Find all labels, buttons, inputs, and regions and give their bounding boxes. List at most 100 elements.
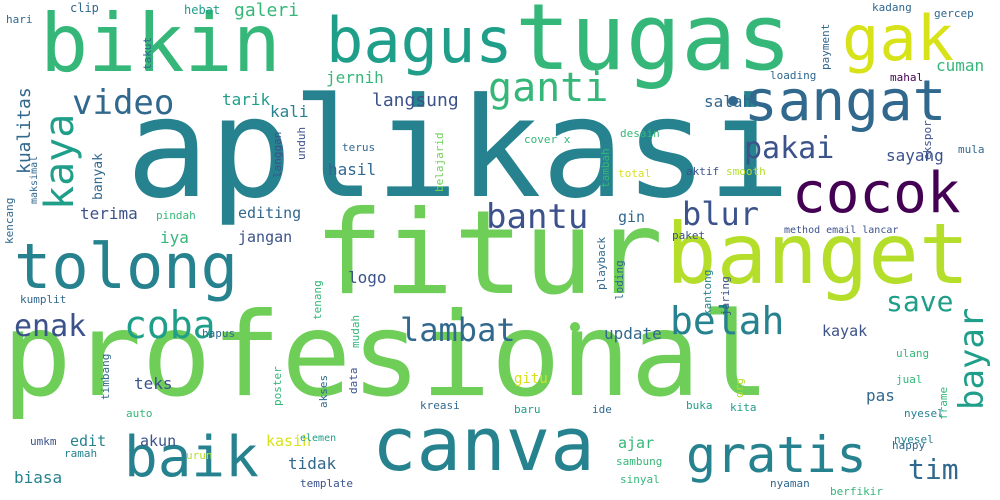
word-aplikasi: aplikasi <box>126 68 791 229</box>
word-langgan: langgan <box>271 131 284 178</box>
word-editing: editing <box>238 204 302 222</box>
word-tarik: tarik <box>222 90 271 109</box>
word-nyaman: nyaman <box>770 477 810 490</box>
word-nyesel-dup: nyesel <box>894 433 934 446</box>
word-template: template <box>300 477 353 490</box>
word-hebat: hebat <box>184 3 221 17</box>
word-tim: tim <box>908 453 959 486</box>
word-tenang: tenang <box>311 280 324 320</box>
word-cover-x: cover x <box>524 133 571 146</box>
word-baik: baik <box>124 425 259 490</box>
word-ekspor: ekspor <box>921 120 934 160</box>
word-banyak: banyak <box>91 153 106 200</box>
word-maksimal: maksimal <box>29 155 40 204</box>
word-teks: teks <box>134 374 173 393</box>
word-tidak: tidak <box>288 454 337 473</box>
word-auto: auto <box>126 407 153 420</box>
word-data: data <box>347 367 360 395</box>
word-jernih: jernih <box>326 68 384 87</box>
word-kali: kali <box>270 102 309 121</box>
word-tugas: tugas <box>515 0 792 91</box>
word-lambat: lambat <box>400 311 516 349</box>
word-cocok: cocok <box>792 161 961 226</box>
word-bantu: bantu <box>486 197 589 237</box>
word-urun: urun <box>186 449 213 462</box>
word-hasil: hasil <box>328 160 377 179</box>
word-mula: mula <box>958 143 985 156</box>
word-edit: edit <box>70 432 107 450</box>
dot-2 <box>570 322 580 332</box>
word-playback: playback <box>595 237 608 290</box>
word-ulang: ulang <box>896 347 930 360</box>
word-payment: payment <box>819 23 832 70</box>
word-cuman: cuman <box>936 56 985 75</box>
word-ajar: ajar <box>618 434 655 452</box>
word-pakai: pakai <box>744 131 835 166</box>
word-method-email-lancar: method email lancar <box>784 225 899 236</box>
word-loading: loading <box>770 69 817 82</box>
word-poster: poster <box>271 366 284 406</box>
word-tolong: tolong <box>14 230 238 303</box>
word-kayak: kayak <box>822 322 868 340</box>
word-jual: jual <box>896 373 923 386</box>
word-pas: pas <box>866 386 895 405</box>
word-sayang: sayang <box>886 146 944 165</box>
word-aktif: aktif <box>686 165 720 178</box>
word-tambah: tambah <box>599 148 612 188</box>
word-akses: akses <box>317 374 330 408</box>
word-mudah: mudah <box>349 314 362 348</box>
word-bayar: bayar <box>952 307 992 410</box>
word-pindah: pindah <box>156 209 196 222</box>
word-desain: desain <box>620 127 660 140</box>
word-belajarid: belajarid <box>433 132 446 192</box>
word-terima: terima <box>80 204 138 223</box>
word-ganti: ganti <box>488 65 609 111</box>
word-gitu: gitu <box>514 371 548 387</box>
word-enak: enak <box>14 309 87 344</box>
word-hapus: hapus <box>202 327 236 340</box>
word-biasa: biasa <box>14 468 63 487</box>
word-kantong: kantong <box>701 269 714 316</box>
word-gin: gin <box>618 208 646 226</box>
word-logo: logo <box>348 268 387 287</box>
word-elemen: elemen <box>300 433 337 444</box>
word-video: video <box>72 83 175 123</box>
word-save: save <box>886 285 954 318</box>
word-mahal: gercep <box>934 7 974 20</box>
word-timbang: timbang <box>99 353 112 400</box>
word-langsung: langsung <box>372 90 459 111</box>
word-gak: gak <box>842 2 954 75</box>
word-sinyal: sinyal <box>620 473 660 486</box>
word-terus: terus <box>342 141 376 154</box>
word-unduh: unduh <box>295 126 308 160</box>
word-fitur: fitur <box>314 186 664 321</box>
dot-1 <box>728 96 738 106</box>
word-baru: baru <box>514 403 541 416</box>
word-org: org <box>733 378 746 398</box>
word-total: total <box>618 167 652 180</box>
word-canva: canva <box>372 402 595 488</box>
word-banget: banget <box>666 205 970 303</box>
word-bagus: bagus <box>326 4 513 77</box>
word-gercep: kadang <box>872 1 912 14</box>
word-kasih: kasih <box>266 432 312 450</box>
word-sambung: sambung <box>616 455 663 468</box>
word-jaring: jaring <box>719 276 732 316</box>
word-akun: akun <box>140 432 177 450</box>
word-profesional: profesional <box>2 288 771 423</box>
word-takut: mahal <box>890 71 924 84</box>
word-iya: iya <box>160 228 189 247</box>
word-coba: coba <box>124 303 216 347</box>
word-kreasi: kreasi <box>420 399 460 412</box>
word-nyesel: nyesel <box>904 407 944 420</box>
word-update: update <box>604 324 662 343</box>
word-loding: loding <box>613 260 626 300</box>
word-kita: kita <box>730 401 757 414</box>
word-hari: hari <box>6 13 33 26</box>
word-clip: clip <box>70 1 99 15</box>
word-happy: happy <box>892 439 926 452</box>
word-kumplit: kumplit <box>20 293 67 306</box>
word-paket: paket <box>672 229 706 242</box>
word-blur: blur <box>682 195 760 233</box>
